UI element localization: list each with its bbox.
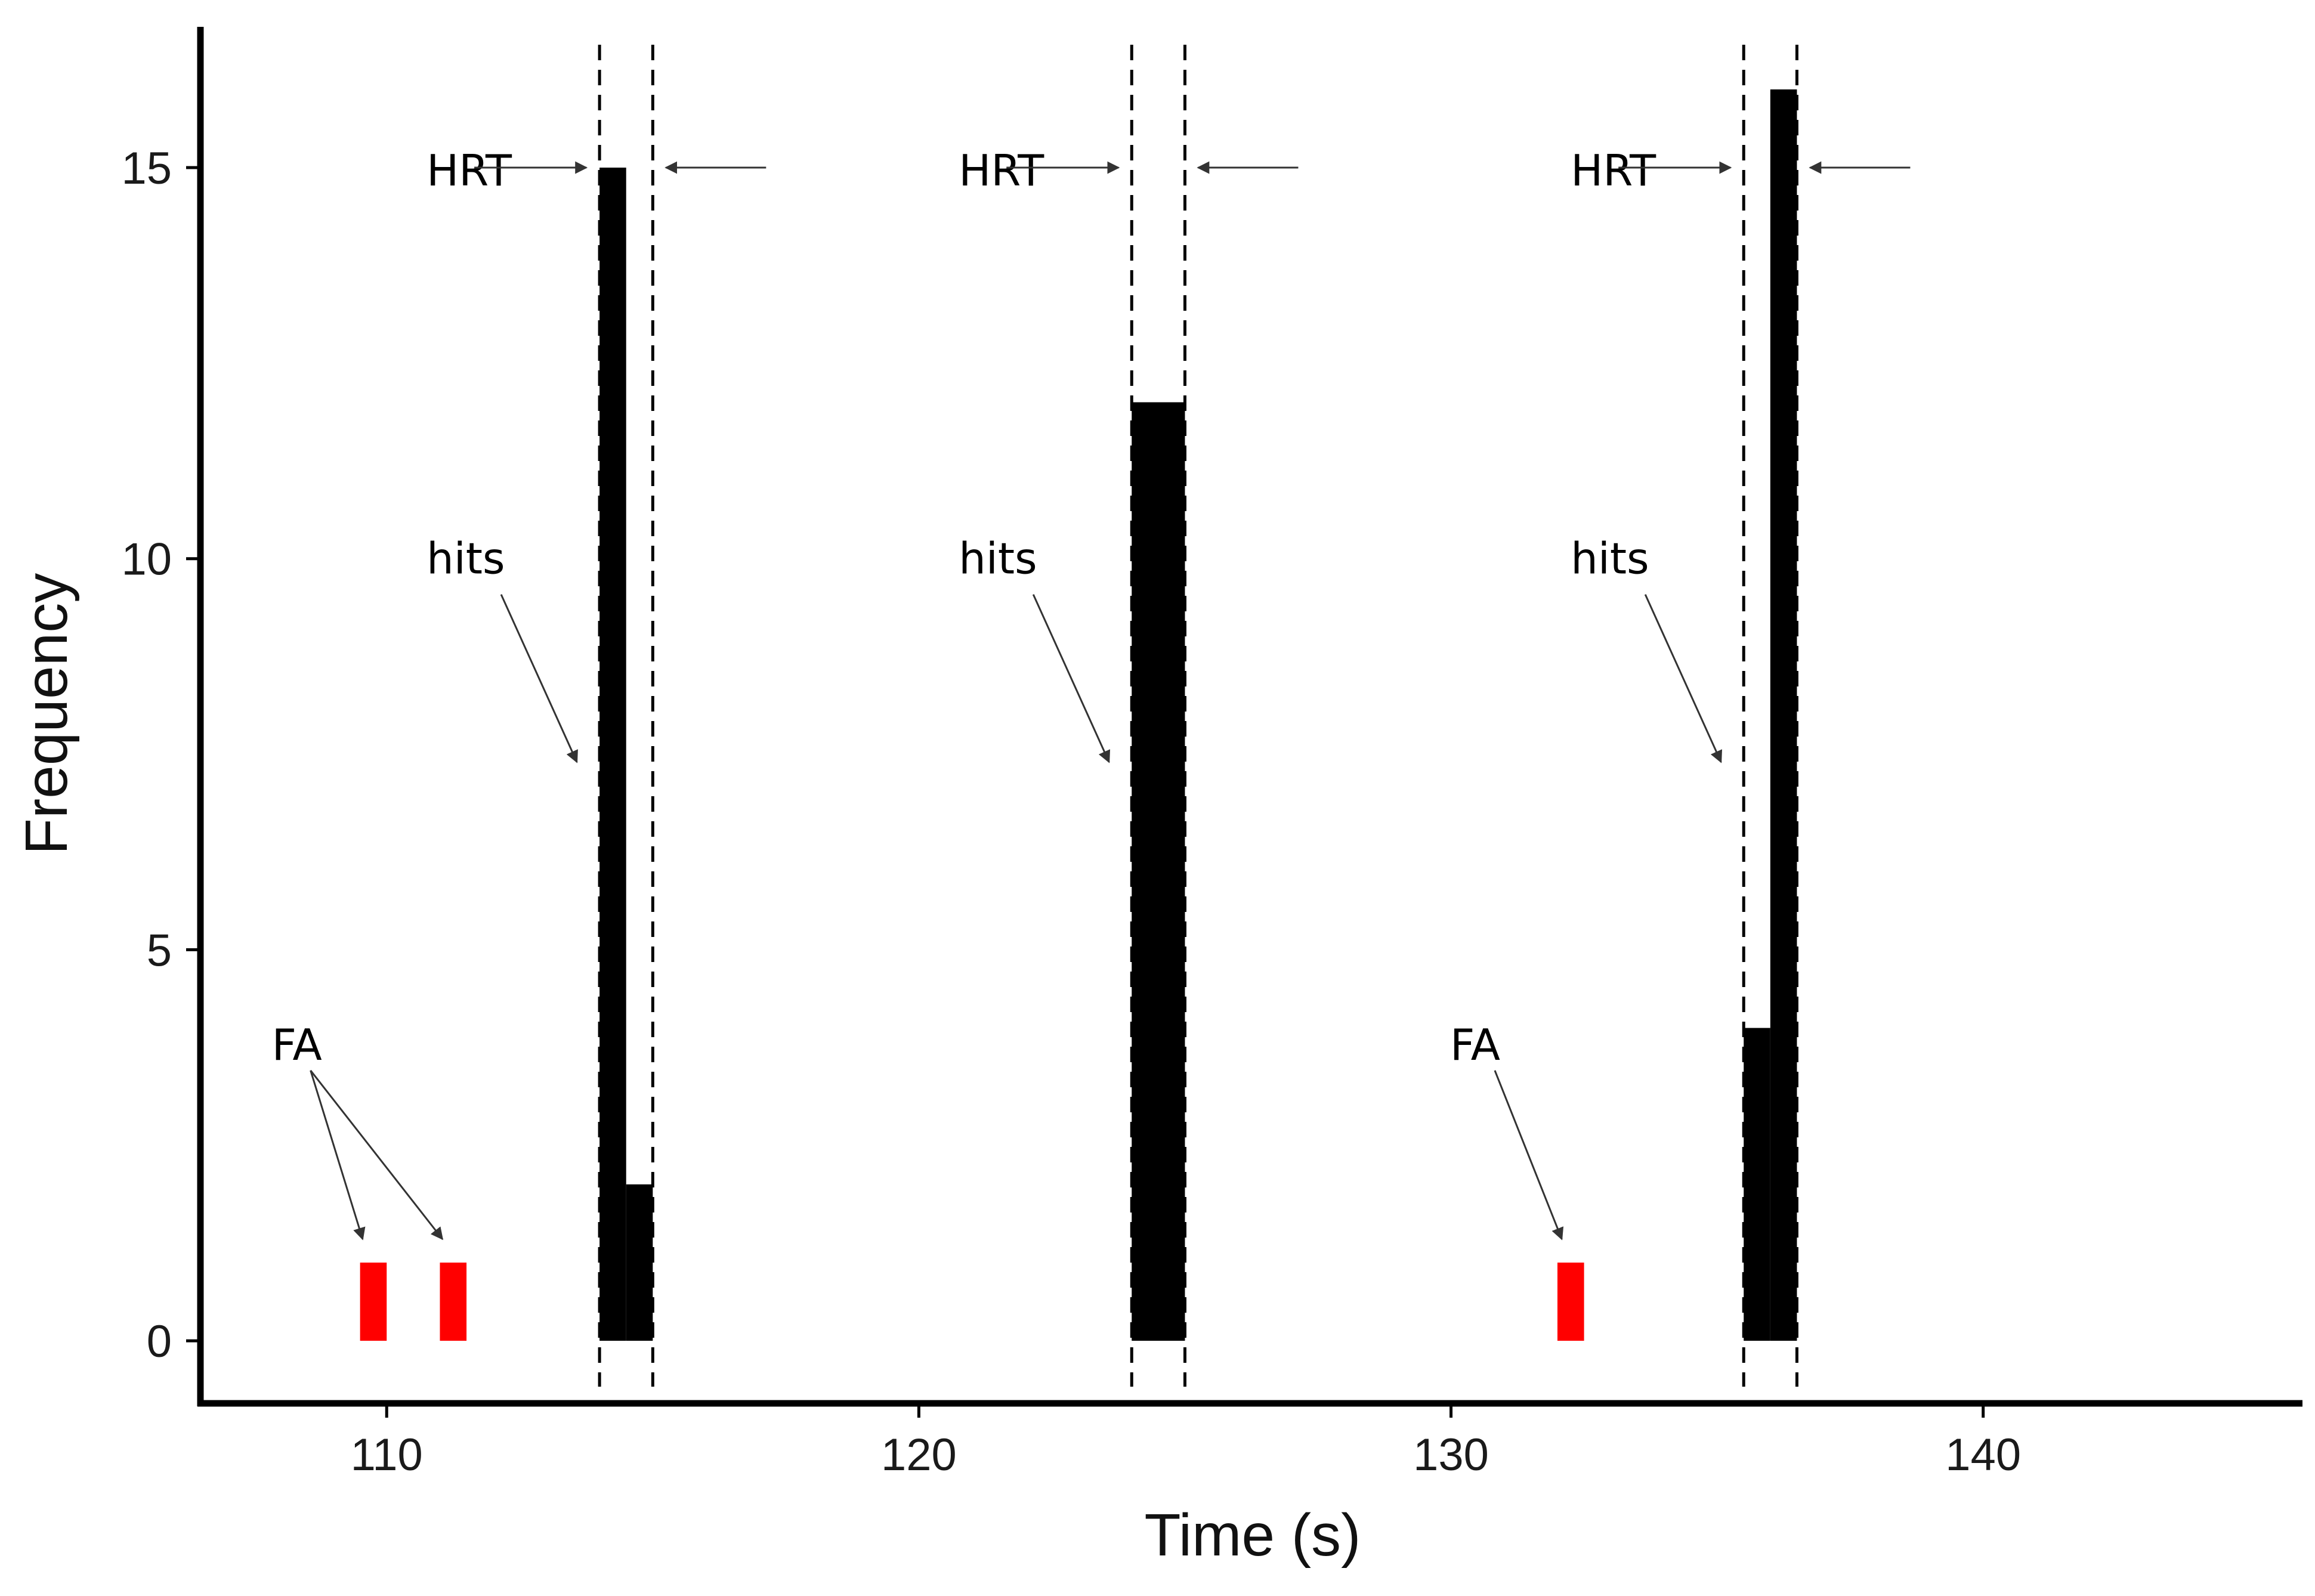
x-tick-label: 110 [351, 1430, 423, 1480]
hit-bar [599, 168, 626, 1341]
hit-bar [1744, 1028, 1770, 1341]
fa-arrow [310, 1069, 444, 1241]
fa-bar [360, 1262, 387, 1341]
hits-label: hits [1571, 534, 1649, 584]
fa-arrow [1494, 1070, 1564, 1241]
hit-bar [1770, 89, 1797, 1341]
hrt-label: HRT [959, 146, 1044, 196]
hits-label: hits [959, 534, 1037, 584]
x-tick-label: 130 [1413, 1430, 1489, 1480]
hrt-label: HRT [426, 146, 512, 196]
hits-arrow [500, 594, 578, 763]
ticks: 0 5 10 15 110 120 130 140 [121, 143, 2021, 1480]
y-tick-label: 5 [147, 925, 172, 976]
bars [360, 89, 1797, 1341]
fa-label: FA [272, 1020, 322, 1070]
fa-label: FA [1450, 1020, 1500, 1070]
fa-arrow [310, 1070, 366, 1241]
y-tick-label: 10 [121, 534, 172, 585]
axes [197, 27, 2302, 1407]
x-tick-label: 120 [881, 1430, 957, 1480]
fa-bar [1557, 1262, 1584, 1341]
y-tick-label: 15 [121, 143, 172, 194]
y-axis-title: Frequency [13, 573, 80, 855]
x-axis-title: Time (s) [1145, 1502, 1361, 1569]
hits-arrow [1032, 594, 1111, 763]
fa-bar [440, 1262, 467, 1341]
hits-label: hits [426, 534, 505, 584]
x-tick-label: 140 [1945, 1430, 2021, 1480]
hit-bar [626, 1184, 653, 1341]
hrt-label: HRT [1571, 146, 1656, 196]
annotations: HRT hits HRT hits HRT hits FA FA [272, 146, 1911, 1241]
hit-bar [1132, 402, 1185, 1341]
y-tick-label: 0 [147, 1316, 172, 1367]
hits-arrow [1644, 594, 1723, 763]
